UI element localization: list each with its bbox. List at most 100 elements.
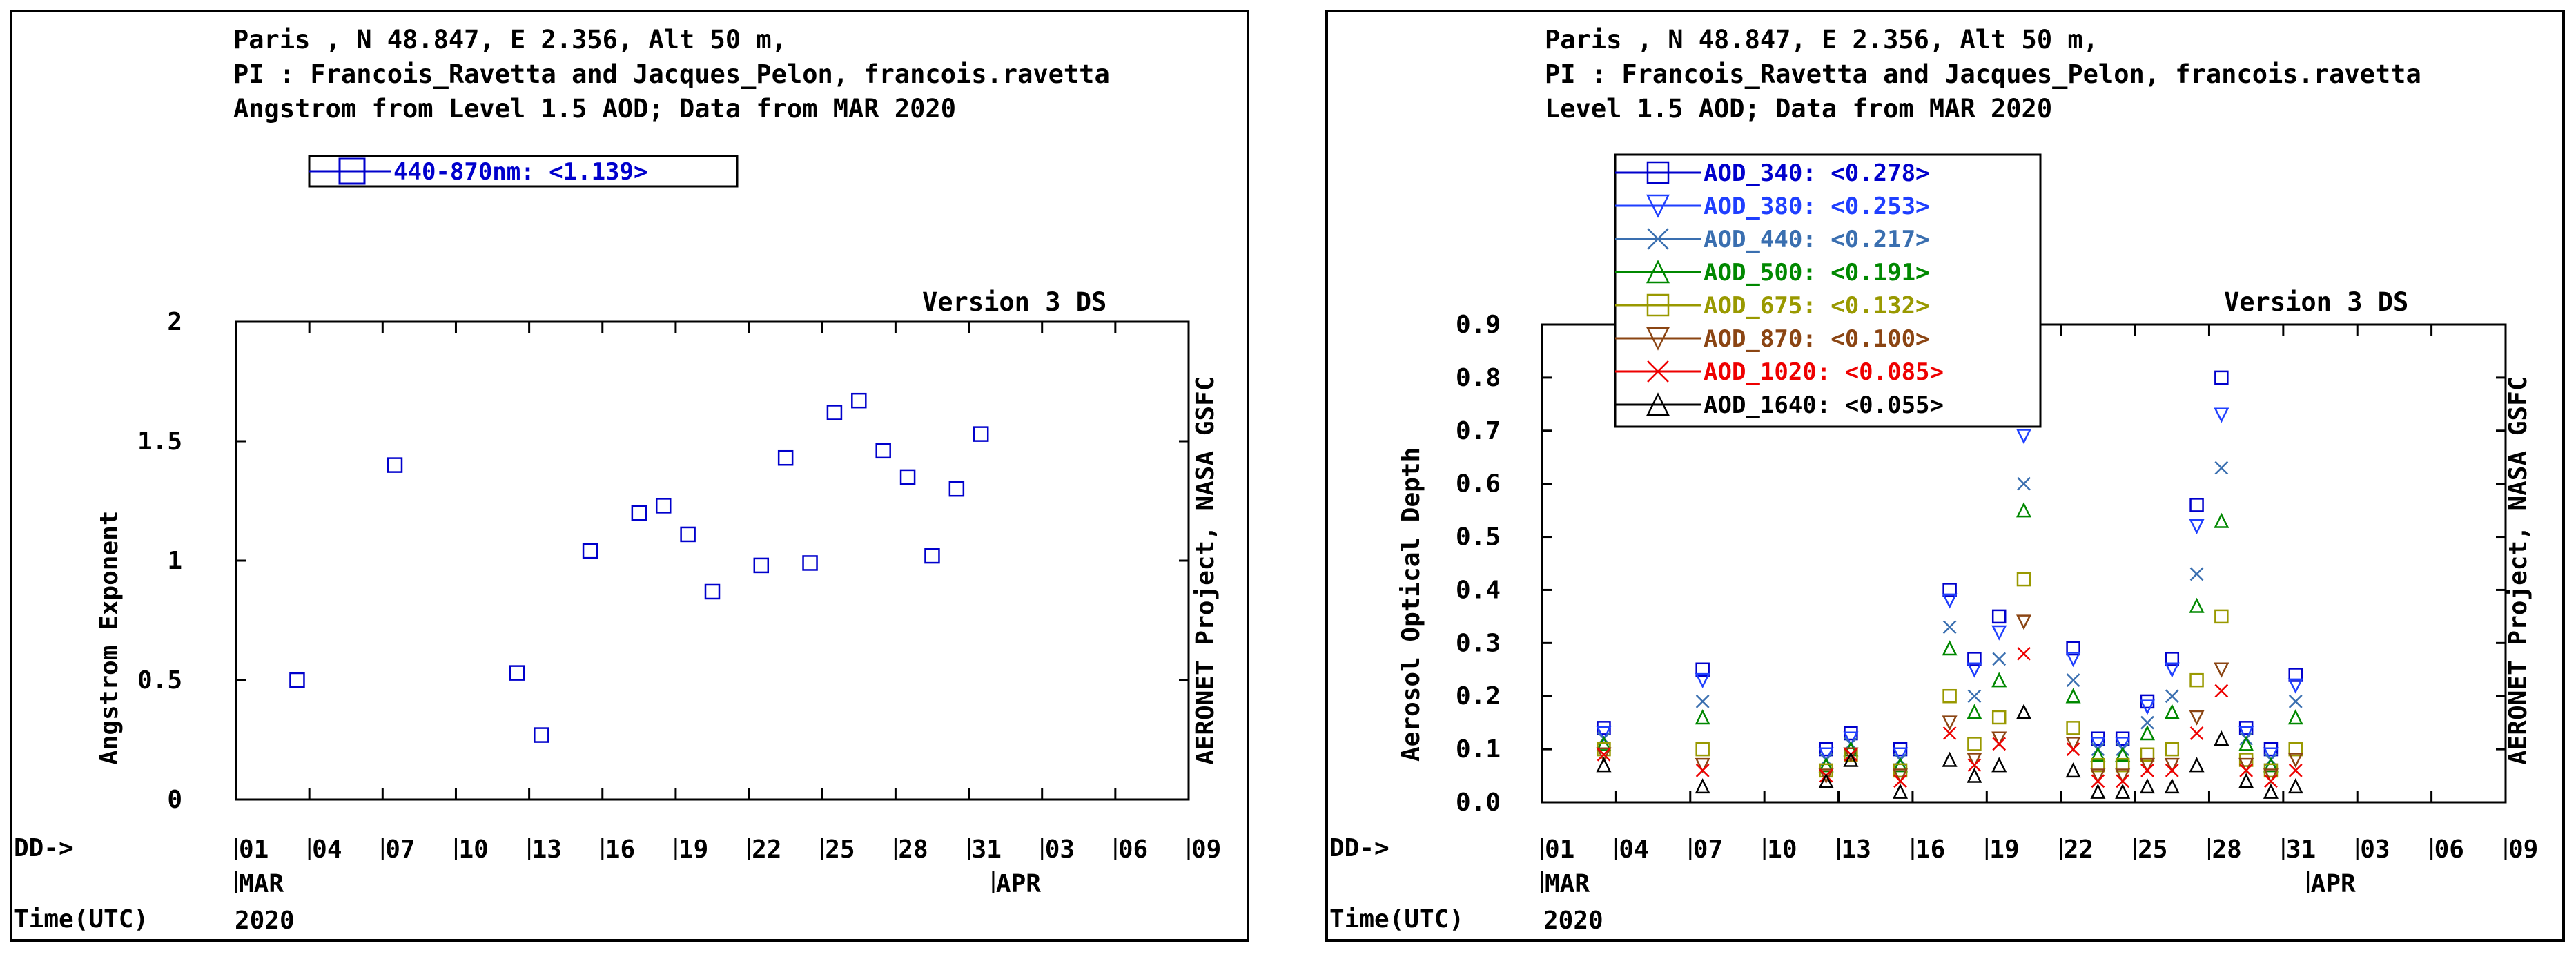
legend-box: [1614, 153, 2042, 428]
aod-point-aod-1640: [2164, 778, 2180, 794]
aod-point-aod-440: [2214, 461, 2229, 475]
aod-point-aod-675: [2091, 757, 2105, 773]
y-tick-label: 0.5: [1456, 523, 1501, 552]
aod-point-aod-675: [2016, 572, 2031, 587]
angstrom-point: [924, 548, 940, 564]
aod-chart: Paris , N 48.847, E 2.356, Alt 50 m, PI …: [1329, 25, 2538, 935]
month-label: MAR: [1545, 870, 1590, 898]
y-tick-label: 0.3: [1456, 629, 1501, 657]
aod-point-aod-380: [2139, 699, 2155, 715]
aod-point-aod-1020: [1967, 758, 1982, 773]
aod-point-aod-440: [1942, 620, 1957, 635]
aod-point-aod-675: [1967, 737, 1982, 751]
x-tick-label: 13: [532, 835, 562, 864]
x-tick-label: 25: [2138, 835, 2167, 864]
aod-point-aod-500: [2238, 735, 2254, 751]
x-tick-label: 10: [458, 835, 488, 864]
aod-point-aod-380: [2090, 737, 2106, 753]
version-label: Version 3 DS: [922, 287, 1106, 317]
aod-point-aod-380: [2189, 519, 2205, 534]
aod-point-aod-1020: [2239, 763, 2254, 777]
aod-point-aod-440: [2066, 673, 2080, 688]
y-ticks: 0.0 0.1 0.2 0.3 0.4 0.5 0.6 0.7 0.8 0.9: [1456, 311, 2506, 817]
aod-point-aod-500: [2090, 746, 2106, 762]
x-tick-label: 22: [752, 835, 781, 864]
aod-point-aod-1640: [1843, 751, 1859, 767]
year-label: 2020: [235, 907, 295, 935]
header-line-3: Angstrom from Level 1.5 AOD; Data from M…: [233, 94, 956, 124]
aod-point-aod-870: [2115, 768, 2131, 784]
y-tick-label: 0.4: [1456, 576, 1501, 604]
x-tick-label: 07: [1693, 835, 1723, 864]
aod-point-aod-440: [2288, 695, 2303, 708]
aod-point-aod-340: [1967, 652, 1982, 666]
aod-point-aod-440: [2165, 689, 2179, 704]
aod-point-aod-1020: [1695, 763, 1710, 777]
x-tick-label: 06: [2434, 835, 2464, 864]
x-tick-label: 07: [385, 835, 415, 864]
dd-label: DD->: [1329, 834, 1389, 862]
time-utc-label: Time(UTC): [14, 905, 148, 933]
angstrom-point: [899, 469, 916, 485]
aod-point-aod-1640: [2090, 783, 2106, 799]
y-tick-label: 2: [167, 308, 182, 336]
aod-point-aod-1640: [2238, 773, 2254, 788]
aod-point-aod-870: [1818, 768, 1834, 784]
header-line-2: PI : Francois_Ravetta and Jacques_Pelon,…: [233, 59, 1110, 89]
legend-marker: [1647, 228, 1669, 250]
aod-point-aod-380: [2263, 747, 2279, 763]
time-utc-label: Time(UTC): [1329, 905, 1464, 933]
aod-point-aod-380: [1695, 672, 1710, 688]
angstrom-point: [289, 672, 305, 688]
aod-point-aod-1640: [1695, 778, 1710, 794]
angstrom-point: [631, 505, 647, 521]
aod-point-aod-1640: [2287, 778, 2303, 794]
aod-point-aod-500: [2016, 502, 2032, 518]
aod-point-aod-500: [1893, 757, 1909, 773]
x-tick-label: 31: [972, 835, 1002, 864]
dd-label: DD->: [14, 834, 74, 862]
angstrom-point: [534, 727, 549, 743]
aod-point-aod-870: [1695, 757, 1710, 773]
legend-marker: [1646, 260, 1670, 284]
aod-point-aod-1640: [1596, 757, 1612, 773]
legend-label: 440-870nm: <1.139>: [393, 158, 647, 186]
angstrom-point: [387, 457, 403, 473]
aod-point-aod-500: [2214, 512, 2229, 528]
aod-point-aod-500: [1596, 735, 1612, 751]
aod-point-aod-380: [1843, 731, 1859, 747]
version-label: Version 3 DS: [2224, 287, 2408, 317]
y-ticks: 0 0.5 1 1.5 2: [137, 308, 1189, 814]
header-line-1: Paris , N 48.847, E 2.356, Alt 50 m,: [233, 25, 787, 55]
angstrom-point: [875, 443, 891, 459]
aod-point-aod-1640: [2214, 730, 2229, 746]
aod-point-aod-380: [1596, 726, 1612, 742]
aod-point-aod-380: [2065, 652, 2081, 668]
aod-point-aod-870: [2065, 737, 2081, 753]
aod-point-aod-500: [2287, 709, 2303, 725]
y-tick-label: 0.5: [137, 666, 182, 695]
aod-point-aod-500: [1818, 757, 1834, 773]
legend-label: AOD_675: <0.132>: [1704, 292, 1930, 320]
y-tick-label: 0.0: [1456, 788, 1501, 817]
angstrom-chart: Paris , N 48.847, E 2.356, Alt 50 m, PI …: [14, 25, 1221, 935]
aod-point-aod-340: [2214, 370, 2229, 385]
legend-marker: [338, 157, 366, 185]
aod-point-aod-500: [2164, 704, 2180, 719]
legend-label: AOD_340: <0.278>: [1704, 159, 1930, 187]
aod-point-aod-1020: [1942, 726, 1957, 740]
y-tick-label: 0.9: [1456, 311, 1501, 339]
legend: AOD_340: <0.278> AOD_380: <0.253> AOD_440:…: [1614, 153, 2042, 428]
aod-point-aod-1020: [1992, 737, 2007, 751]
x-tick-label: 19: [1989, 835, 2019, 864]
aod-point-aod-1020: [2264, 774, 2278, 788]
aod-point-aod-340: [1942, 583, 1957, 597]
aod-point-aod-500: [2139, 725, 2155, 741]
y-tick-label: 1.5: [137, 427, 182, 456]
legend-label: AOD_380: <0.253>: [1704, 193, 1930, 220]
aod-point-aod-870: [2238, 757, 2254, 773]
aod-point-aod-870: [1991, 731, 2007, 747]
angstrom-point: [753, 557, 770, 574]
aod-point-aod-340: [2189, 498, 2204, 512]
aeronet-side-label: AERONET Project, NASA GSFC: [2504, 376, 2533, 765]
